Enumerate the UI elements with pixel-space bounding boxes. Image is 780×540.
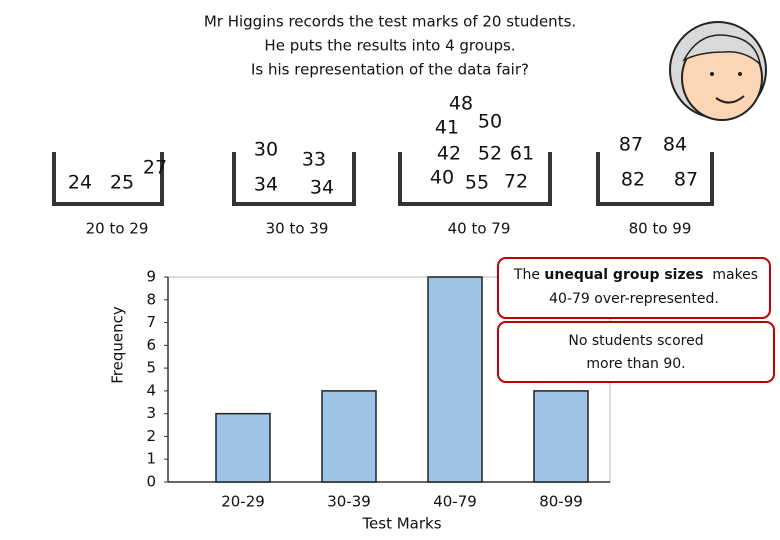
x-axis-title: Test Marks [361, 515, 441, 533]
callout-text: more than 90. [586, 356, 685, 372]
y-tick-label: 4 [146, 381, 156, 399]
x-tick-label: 40-79 [433, 493, 477, 511]
y-tick-label: 7 [146, 313, 156, 331]
test-mark: 87 [674, 169, 698, 191]
test-mark: 84 [663, 134, 687, 156]
test-mark: 33 [302, 149, 326, 171]
y-tick-label: 2 [146, 427, 156, 445]
title-line: He puts the results into 4 groups. [264, 37, 515, 55]
test-mark: 48 [449, 93, 473, 115]
test-mark: 55 [465, 172, 489, 194]
test-mark: 34 [254, 174, 278, 196]
test-mark: 87 [619, 134, 643, 156]
test-mark: 24 [68, 172, 92, 194]
bar [321, 390, 377, 483]
callout-text: No students scored [568, 333, 703, 349]
y-axis-title: Frequency [109, 306, 127, 384]
test-mark: 30 [254, 139, 278, 161]
test-mark: 34 [310, 177, 334, 199]
y-tick-label: 5 [146, 359, 156, 377]
callout-text: makes [703, 267, 758, 283]
bar [215, 412, 271, 483]
test-mark: 25 [110, 172, 134, 194]
callout-box [497, 321, 775, 383]
test-mark: 40 [430, 167, 454, 189]
y-tick-label: 3 [146, 404, 156, 422]
title-line: Is his representation of the data fair? [251, 61, 529, 79]
y-tick-label: 1 [146, 450, 156, 468]
test-mark: 52 [478, 143, 502, 165]
test-mark: 50 [478, 111, 502, 133]
group-label: 30 to 39 [266, 220, 329, 238]
callout-bold: unequal group sizes [544, 267, 703, 283]
test-mark: 61 [510, 143, 534, 165]
callout-text: The unequal group sizes makes [513, 267, 758, 283]
callout-box [497, 257, 771, 319]
group-label: 20 to 29 [86, 220, 149, 238]
callout-text: 40-79 over-represented. [549, 291, 719, 307]
y-tick-label: 0 [146, 473, 156, 491]
x-tick-label: 80-99 [539, 493, 583, 511]
x-tick-label: 20-29 [221, 493, 265, 511]
bar [533, 390, 589, 483]
teacher-icon [669, 21, 767, 121]
test-mark: 27 [143, 157, 167, 179]
callout-text: The [513, 267, 545, 283]
test-mark: 72 [504, 171, 528, 193]
buckets [52, 152, 714, 206]
y-tick-label: 6 [146, 336, 156, 354]
group-label: 40 to 79 [448, 220, 511, 238]
y-tick-label: 8 [146, 290, 156, 308]
group-label: 80 to 99 [629, 220, 692, 238]
test-mark: 41 [435, 117, 459, 139]
test-mark: 82 [621, 169, 645, 191]
y-tick-label: 9 [146, 268, 156, 286]
x-tick-label: 30-39 [327, 493, 371, 511]
test-mark: 42 [437, 143, 461, 165]
title-line: Mr Higgins records the test marks of 20 … [204, 13, 576, 31]
bar [427, 276, 483, 483]
